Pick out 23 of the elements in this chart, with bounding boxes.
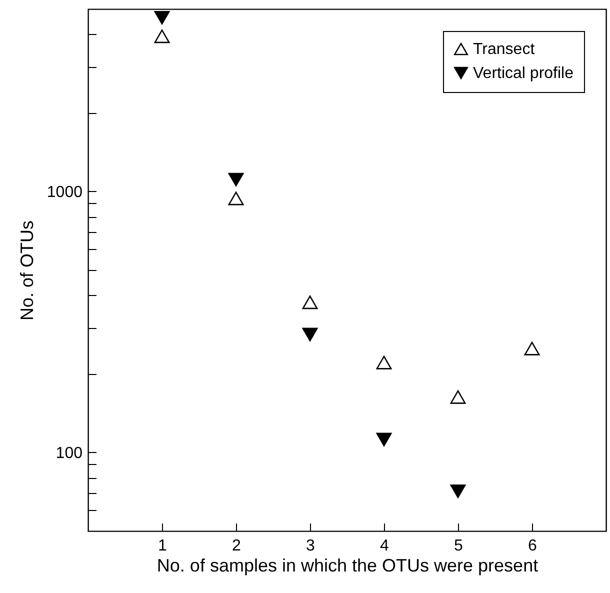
point <box>302 296 318 310</box>
x-tick-label: 5 <box>454 538 464 554</box>
y-axis-title: No. of OTUs <box>16 220 37 321</box>
point <box>450 390 466 404</box>
point <box>450 484 466 498</box>
x-tick-label: 4 <box>380 538 390 554</box>
x-tick-label: 3 <box>306 538 316 554</box>
point <box>228 192 244 206</box>
y-tick-label: 100 <box>56 444 83 462</box>
x-axis-title: No. of samples in which the OTUs were present <box>156 556 538 576</box>
point <box>524 342 540 356</box>
point <box>154 30 170 44</box>
x-tick-label: 2 <box>232 538 242 554</box>
y-tick-label: 1000 <box>46 184 83 201</box>
x-tick-label: 6 <box>528 538 538 554</box>
point <box>376 432 392 446</box>
point <box>154 10 170 24</box>
point <box>302 328 318 342</box>
legend-label: Vertical profile <box>473 65 574 82</box>
x-tick-label: 1 <box>158 538 168 554</box>
point <box>376 356 392 370</box>
legend-label: Transect <box>473 41 536 58</box>
point <box>228 172 244 186</box>
